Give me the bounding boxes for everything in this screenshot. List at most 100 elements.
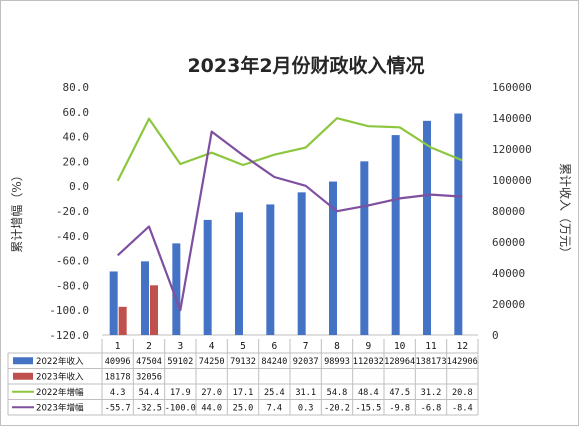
category-label: 12 (457, 341, 468, 352)
data-label: -8.4 (452, 403, 473, 413)
left-axis: 80.0 60.0 40.0 20.0 0.0 -20.0 -40.0 -60.0 -80.0 -… (49, 81, 89, 342)
right-tick-label: 0 (492, 329, 499, 342)
data-label: 92037 (293, 357, 319, 367)
left-axis-title: 累计增幅（%） (9, 169, 24, 252)
right-axis-title: 累计收入（万元） (558, 163, 572, 259)
line-2023-growth (118, 132, 463, 311)
left-tick-label: -20.0 (56, 205, 89, 218)
bar-2022-income (110, 271, 118, 335)
bar-2022-income (298, 192, 306, 335)
left-tick-label: -60.0 (56, 255, 89, 268)
data-label: 79132 (230, 357, 256, 367)
category-label: 1 (115, 341, 121, 352)
category-label: 9 (365, 341, 371, 352)
data-label: 47504 (136, 357, 162, 367)
bar-2022-income (235, 212, 243, 335)
left-tick-label: -40.0 (56, 230, 89, 243)
series-name: 2022年增幅 (36, 386, 84, 398)
left-tick-label: -100.0 (49, 304, 89, 317)
category-label: 10 (394, 341, 406, 352)
left-tick-label: 40.0 (63, 131, 90, 144)
data-label: -9.8 (389, 403, 410, 413)
line-2022-growth (118, 118, 463, 181)
bar-2022-income (266, 204, 274, 335)
left-tick-label: 20.0 (63, 155, 90, 168)
right-tick-label: 100000 (492, 174, 532, 187)
bar-2022-income (141, 261, 149, 335)
category-label: 11 (425, 341, 437, 352)
right-tick-label: 20000 (492, 298, 525, 311)
right-tick-label: 120000 (492, 143, 532, 156)
left-tick-label: 0.0 (69, 180, 89, 193)
data-label: 48.4 (358, 388, 379, 398)
data-label: 128964 (384, 357, 415, 367)
data-label: 138173 (415, 357, 446, 367)
category-label: 7 (303, 341, 309, 352)
bar-2022-income (204, 220, 212, 335)
data-label: 25.4 (264, 388, 285, 398)
category-label: 5 (240, 341, 246, 352)
category-label: 2 (146, 341, 152, 352)
category-label: 8 (334, 341, 340, 352)
left-tick-label: -80.0 (56, 279, 89, 292)
legend-swatch-bar (13, 357, 33, 364)
data-label: 112032 (353, 357, 384, 367)
bar-2023-income (150, 285, 158, 335)
data-label: 0.3 (298, 403, 314, 413)
data-label: 98993 (324, 357, 350, 367)
data-label: 32056 (136, 372, 162, 382)
right-axis: 160000 140000 120000 100000 80000 60000 40000 2… (492, 81, 532, 342)
right-tick-label: 80000 (492, 205, 525, 218)
data-label: 31.1 (295, 388, 316, 398)
left-tick-label: -120.0 (49, 329, 89, 342)
data-label: 84240 (261, 357, 287, 367)
data-label: 47.5 (389, 388, 410, 398)
bar-2023-income (119, 307, 127, 335)
data-label: -55.7 (105, 403, 131, 413)
data-label: -32.5 (136, 403, 162, 413)
legend-swatch-bar (13, 373, 33, 380)
right-tick-label: 60000 (492, 236, 525, 249)
left-tick-label: 60.0 (63, 106, 90, 119)
data-label: -6.8 (421, 403, 442, 413)
bar-2022-income (423, 121, 431, 335)
data-label: 59102 (167, 357, 193, 367)
data-label: -100.0 (165, 403, 196, 413)
data-label: -15.5 (355, 403, 381, 413)
category-label: 4 (209, 341, 215, 352)
chart-title: 2023年2月份财政收入情况 (187, 54, 424, 77)
line-layer (118, 118, 463, 310)
bar-2022-income (392, 135, 400, 335)
data-label: 40996 (105, 357, 131, 367)
bar-2022-income (360, 161, 368, 335)
category-label: 6 (271, 341, 277, 352)
category-label: 3 (177, 341, 183, 352)
right-tick-label: 140000 (492, 112, 532, 125)
data-label: 44.0 (201, 403, 222, 413)
left-tick-label: 80.0 (63, 81, 90, 94)
data-label: 54.8 (327, 388, 348, 398)
data-label: 4.3 (110, 388, 126, 398)
bar-2022-income (454, 113, 462, 335)
data-label: 18178 (105, 372, 131, 382)
data-label: 31.2 (421, 388, 442, 398)
data-label: -20.2 (324, 403, 350, 413)
data-label: 17.9 (170, 388, 191, 398)
data-label: 17.1 (233, 388, 254, 398)
series-name: 2023年增幅 (36, 401, 84, 413)
data-label: 27.0 (201, 388, 222, 398)
series-name: 2023年收入 (36, 370, 84, 382)
series-name: 2022年收入 (36, 355, 84, 367)
data-label: 142906 (447, 357, 478, 367)
right-tick-label: 40000 (492, 267, 525, 280)
data-label: 20.8 (452, 388, 473, 398)
bar-layer (110, 113, 463, 335)
data-label: 7.4 (267, 403, 283, 413)
data-label: 74250 (199, 357, 225, 367)
right-tick-label: 160000 (492, 81, 532, 94)
data-label: 25.0 (233, 403, 254, 413)
data-label: 54.4 (139, 388, 160, 398)
